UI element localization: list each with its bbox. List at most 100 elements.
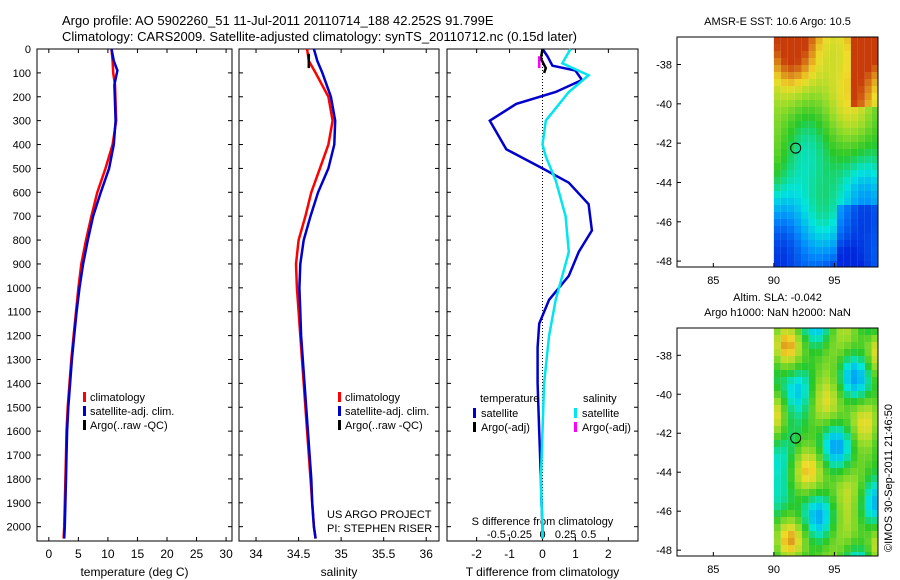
sla_map-cell <box>780 391 788 398</box>
sla_map-cell <box>843 349 851 356</box>
sst_map-cell <box>801 93 809 100</box>
sla_map-cell <box>808 391 816 398</box>
sst_map-cell <box>780 114 788 121</box>
sst_map-cell <box>871 240 878 247</box>
sst_map-cell <box>780 205 788 212</box>
sst_map-cell <box>787 226 795 233</box>
title-line-2: Climatology: CARS2009. Satellite-adjuste… <box>62 29 577 44</box>
sst_map-cell <box>780 58 788 65</box>
sla_map-subtitle: Argo h1000: NaN h2000: NaN <box>704 307 851 319</box>
sst_map-cell <box>780 233 788 240</box>
sst_map-cell <box>815 254 823 261</box>
sla_map-cell <box>773 440 781 447</box>
sst_map-cell <box>794 191 802 198</box>
sst_map-cell <box>808 184 816 191</box>
sla_map-cell <box>836 405 844 412</box>
sst_map-cell <box>801 226 809 233</box>
sst_map-cell <box>864 93 872 100</box>
sst_map-cell <box>836 163 844 170</box>
sst_map-cell <box>822 219 830 226</box>
sst_map-cell <box>836 121 844 128</box>
sst_map-cell <box>822 37 830 44</box>
sst_map-cell <box>843 72 851 79</box>
sst_map-cell <box>864 100 872 107</box>
sla_map-cell <box>843 517 851 524</box>
sst_map-cell <box>801 142 809 149</box>
sla_map-cell <box>780 377 788 384</box>
sst_map-cell <box>815 37 823 44</box>
sla_map-cell <box>843 538 851 545</box>
sla_map-ytick-label: -46 <box>656 506 672 518</box>
sst_map-cell <box>864 198 872 205</box>
sst_map-cell <box>829 72 837 79</box>
sla_map-cell <box>871 391 878 398</box>
sst_map-cell <box>787 212 795 219</box>
sst_map-cell <box>815 205 823 212</box>
sla_map-axes-box <box>676 327 879 557</box>
sla_map-cell <box>808 510 816 517</box>
sla_map-cell <box>815 356 823 363</box>
sst_map-cell <box>864 205 872 212</box>
sla_map-argo-marker <box>790 432 802 444</box>
sla_map-cell <box>787 405 795 412</box>
sla_map-cell <box>787 391 795 398</box>
sst_map-cell <box>787 114 795 121</box>
sla_map-cell <box>815 454 823 461</box>
sst_map-cell <box>808 100 816 107</box>
sla_map-cell <box>801 545 809 552</box>
sla_map-cell <box>857 510 865 517</box>
sst_map-cell <box>780 149 788 156</box>
sst_map-cell <box>864 37 872 44</box>
sla_map-ytick-label: -38 <box>656 350 672 362</box>
sst_map-cell <box>780 219 788 226</box>
sst_map-cell <box>857 72 865 79</box>
sst_map-cell <box>850 93 858 100</box>
sla_map-cell <box>815 531 823 538</box>
depth-tick-label: 1000 <box>7 283 31 295</box>
sst_map-cell <box>836 44 844 51</box>
sst_map-cell <box>808 114 816 121</box>
sst_map-cell <box>787 184 795 191</box>
salinity-legend-label: climatology <box>345 392 401 404</box>
sst_map-cell <box>836 177 844 184</box>
sst_map-cell <box>822 100 830 107</box>
depth-tick-label: 1600 <box>7 426 31 438</box>
sla_map-cell <box>808 538 816 545</box>
sst_map-cell <box>864 170 872 177</box>
sla_map-cell <box>829 440 837 447</box>
sla_map-cell <box>801 342 809 349</box>
sst_map-xtick-label: 90 <box>768 275 780 287</box>
sst_map-cell <box>843 65 851 72</box>
sla_map-cell <box>871 503 878 510</box>
sst_map-cell <box>836 37 844 44</box>
sst_map-cell <box>794 233 802 240</box>
sst_map-cell <box>787 170 795 177</box>
sla_map-cell <box>773 419 781 426</box>
sst_map-cell <box>836 107 844 114</box>
sla_map-cell <box>871 377 878 384</box>
sla_map-cell <box>822 489 830 496</box>
sla_map-cell <box>780 433 788 440</box>
sla_map-cell <box>794 510 802 517</box>
salinity-legend-label: satellite-adj. clim. <box>345 406 429 418</box>
sla_map-cell <box>801 552 809 556</box>
sst_map-cell <box>808 156 816 163</box>
sla_map-cell <box>822 447 830 454</box>
sst_map-cell <box>871 226 878 233</box>
salinity-legend-swatch <box>338 406 341 416</box>
temperature-legend-swatch <box>83 420 86 430</box>
sla_map-cell <box>773 433 781 440</box>
sst_map-cell <box>815 135 823 142</box>
sla_map-cell <box>843 552 851 556</box>
sal-legend-swatch <box>574 408 577 418</box>
sst_map-cell <box>815 233 823 240</box>
sst_map-cell <box>815 149 823 156</box>
sst_map-cell <box>808 149 816 156</box>
sla_map-cell <box>864 377 872 384</box>
sst_map-cell <box>836 128 844 135</box>
sla_map-cell <box>822 482 830 489</box>
sst_map-cell <box>850 184 858 191</box>
sal-legend-label: satellite <box>582 408 619 420</box>
sla_map-cell <box>815 328 823 335</box>
sst_map-cell <box>857 142 865 149</box>
